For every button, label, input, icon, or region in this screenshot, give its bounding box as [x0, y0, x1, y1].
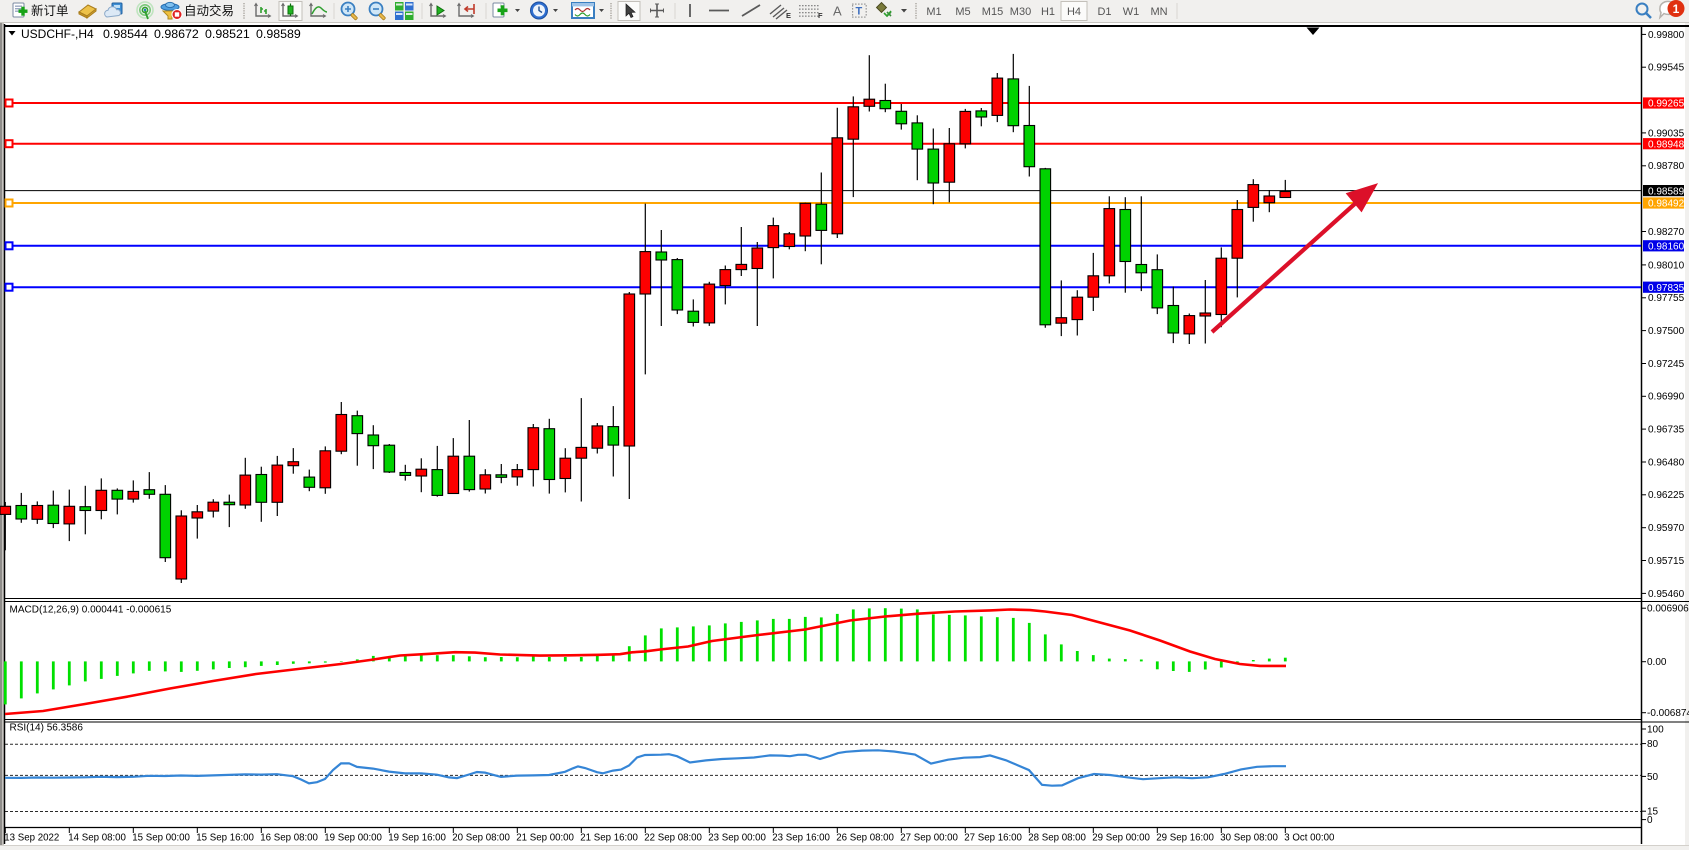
svg-text:-0.006874: -0.006874: [1647, 708, 1689, 719]
svg-text:A: A: [833, 4, 842, 19]
svg-text:0: 0: [1647, 815, 1653, 826]
svg-text:0.95970: 0.95970: [1648, 523, 1685, 534]
svg-text:F: F: [818, 11, 823, 20]
svg-text:15 Sep 16:00: 15 Sep 16:00: [196, 833, 254, 844]
svg-text:14 Sep 08:00: 14 Sep 08:00: [68, 833, 126, 844]
svg-text:0.98521: 0.98521: [205, 27, 250, 41]
svg-text:30 Sep 08:00: 30 Sep 08:00: [1220, 833, 1278, 844]
svg-text:M30: M30: [1010, 6, 1031, 18]
svg-text:0.96735: 0.96735: [1648, 425, 1685, 436]
svg-text:0.98544: 0.98544: [103, 27, 148, 41]
svg-text:T: T: [856, 6, 863, 18]
svg-text:0.97755: 0.97755: [1648, 293, 1685, 304]
svg-text:D1: D1: [1097, 6, 1111, 18]
svg-text:新订单: 新订单: [31, 3, 69, 18]
svg-text:M1: M1: [926, 6, 941, 18]
svg-text:22 Sep 08:00: 22 Sep 08:00: [644, 833, 702, 844]
svg-text:0.96225: 0.96225: [1648, 490, 1685, 501]
svg-text:0.98780: 0.98780: [1648, 161, 1685, 172]
svg-text:0.98010: 0.98010: [1648, 260, 1685, 271]
svg-text:0.99800: 0.99800: [1648, 30, 1685, 41]
svg-text:H1: H1: [1041, 6, 1055, 18]
svg-text:0.99265: 0.99265: [1648, 99, 1685, 110]
svg-text:0.96480: 0.96480: [1648, 457, 1685, 468]
svg-text:23 Sep 16:00: 23 Sep 16:00: [772, 833, 830, 844]
svg-text:0.98492: 0.98492: [1648, 199, 1685, 210]
svg-text:3 Oct 00:00: 3 Oct 00:00: [1284, 833, 1335, 844]
svg-text:0.98589: 0.98589: [1648, 186, 1685, 197]
svg-text:20 Sep 08:00: 20 Sep 08:00: [452, 833, 510, 844]
svg-text:0.00: 0.00: [1647, 657, 1667, 668]
svg-text:E: E: [786, 11, 791, 20]
svg-text:H4: H4: [1067, 6, 1081, 18]
svg-text:0.98948: 0.98948: [1648, 139, 1685, 150]
svg-text:80: 80: [1647, 739, 1659, 750]
svg-text:0.95460: 0.95460: [1648, 589, 1685, 600]
svg-text:0.98270: 0.98270: [1648, 227, 1685, 238]
svg-text:自动交易: 自动交易: [184, 3, 234, 18]
svg-text:16 Sep 08:00: 16 Sep 08:00: [260, 833, 318, 844]
svg-text:13 Sep 2022: 13 Sep 2022: [4, 833, 59, 844]
svg-text:29 Sep 16:00: 29 Sep 16:00: [1156, 833, 1214, 844]
svg-text:15: 15: [1647, 807, 1659, 818]
svg-text:0.97245: 0.97245: [1648, 359, 1685, 370]
svg-text:15 Sep 00:00: 15 Sep 00:00: [132, 833, 190, 844]
svg-text:100: 100: [1647, 725, 1664, 736]
svg-text:29 Sep 00:00: 29 Sep 00:00: [1092, 833, 1150, 844]
svg-text:USDCHF-,H4: USDCHF-,H4: [21, 27, 94, 41]
svg-text:0.99545: 0.99545: [1648, 63, 1685, 74]
svg-text:0.006906: 0.006906: [1647, 604, 1689, 615]
svg-text:28 Sep 08:00: 28 Sep 08:00: [1028, 833, 1086, 844]
svg-text:0.96990: 0.96990: [1648, 392, 1685, 403]
svg-text:26 Sep 08:00: 26 Sep 08:00: [836, 833, 894, 844]
svg-text:0.98672: 0.98672: [154, 27, 199, 41]
svg-text:27 Sep 16:00: 27 Sep 16:00: [964, 833, 1022, 844]
svg-text:1: 1: [1673, 2, 1680, 16]
svg-text:21 Sep 00:00: 21 Sep 00:00: [516, 833, 574, 844]
svg-text:27 Sep 00:00: 27 Sep 00:00: [900, 833, 958, 844]
svg-text:M5: M5: [955, 6, 970, 18]
svg-text:19 Sep 00:00: 19 Sep 00:00: [324, 833, 382, 844]
svg-text:0.95715: 0.95715: [1648, 556, 1685, 567]
svg-text:0.97500: 0.97500: [1648, 326, 1685, 337]
svg-text:0.98160: 0.98160: [1648, 242, 1685, 253]
svg-text:0.99035: 0.99035: [1648, 128, 1685, 139]
svg-text:W1: W1: [1123, 6, 1140, 18]
svg-text:0.97835: 0.97835: [1648, 283, 1685, 294]
svg-text:M15: M15: [982, 6, 1003, 18]
svg-text:0.98589: 0.98589: [256, 27, 301, 41]
svg-text:RSI(14) 56.3586: RSI(14) 56.3586: [10, 723, 84, 734]
svg-text:23 Sep 00:00: 23 Sep 00:00: [708, 833, 766, 844]
svg-text:50: 50: [1647, 772, 1659, 783]
svg-text:MN: MN: [1150, 6, 1167, 18]
svg-text:MACD(12,26,9) 0.000441 -0.0006: MACD(12,26,9) 0.000441 -0.000615: [10, 605, 172, 616]
svg-text:19 Sep 16:00: 19 Sep 16:00: [388, 833, 446, 844]
svg-text:21 Sep 16:00: 21 Sep 16:00: [580, 833, 638, 844]
